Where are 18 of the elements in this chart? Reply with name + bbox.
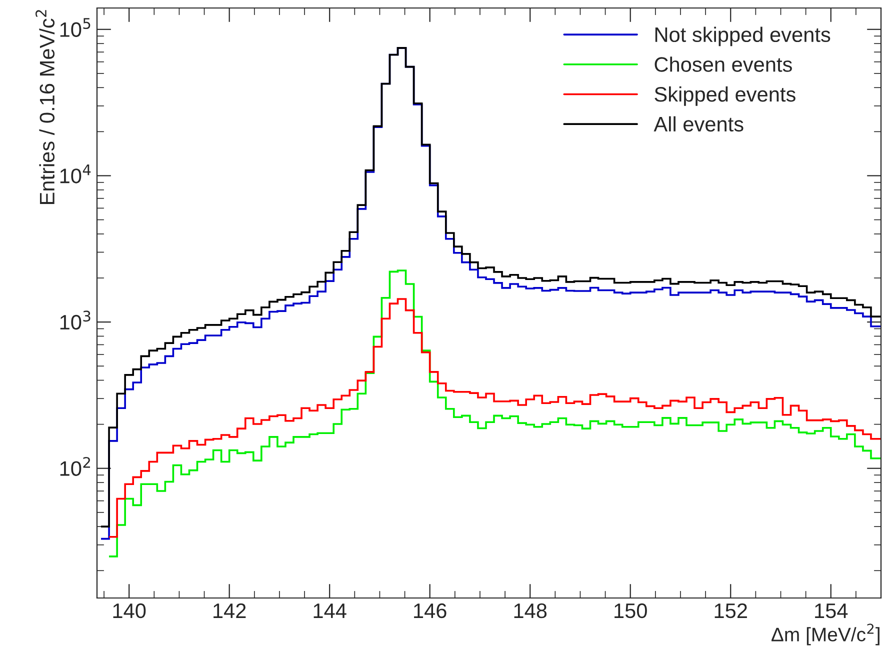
y-tick-label: 10$^{4}$: [60, 164, 91, 184]
x-tick-label: 152: [714, 603, 747, 618]
x-tick-label: 154: [815, 604, 848, 618]
y-tick-label: 10$^{2}$: [60, 456, 90, 476]
legend-label: Not skipped events: [655, 26, 830, 46]
legend-label: All events: [654, 116, 744, 132]
x-tick-label: 150: [614, 603, 647, 618]
legend-label: Chosen events: [654, 56, 792, 72]
y-axis-title: Entries / 0.16 MeV/c$^{2}$: [36, 10, 55, 204]
legend-label: Skipped events: [654, 86, 796, 106]
x-tick-label: 140: [113, 603, 146, 618]
y-tick-label: 10$^{5}$: [60, 18, 90, 37]
x-tick-label: 144: [314, 604, 346, 618]
x-tick-label: 146: [414, 603, 446, 618]
x-tick-label: 148: [514, 603, 547, 618]
x-tick-label: 142: [214, 603, 246, 618]
y-tick-label: 10$^{3}$: [60, 310, 90, 330]
x-axis-title: Δm [MeV/c$^{2}$]: [772, 624, 880, 646]
